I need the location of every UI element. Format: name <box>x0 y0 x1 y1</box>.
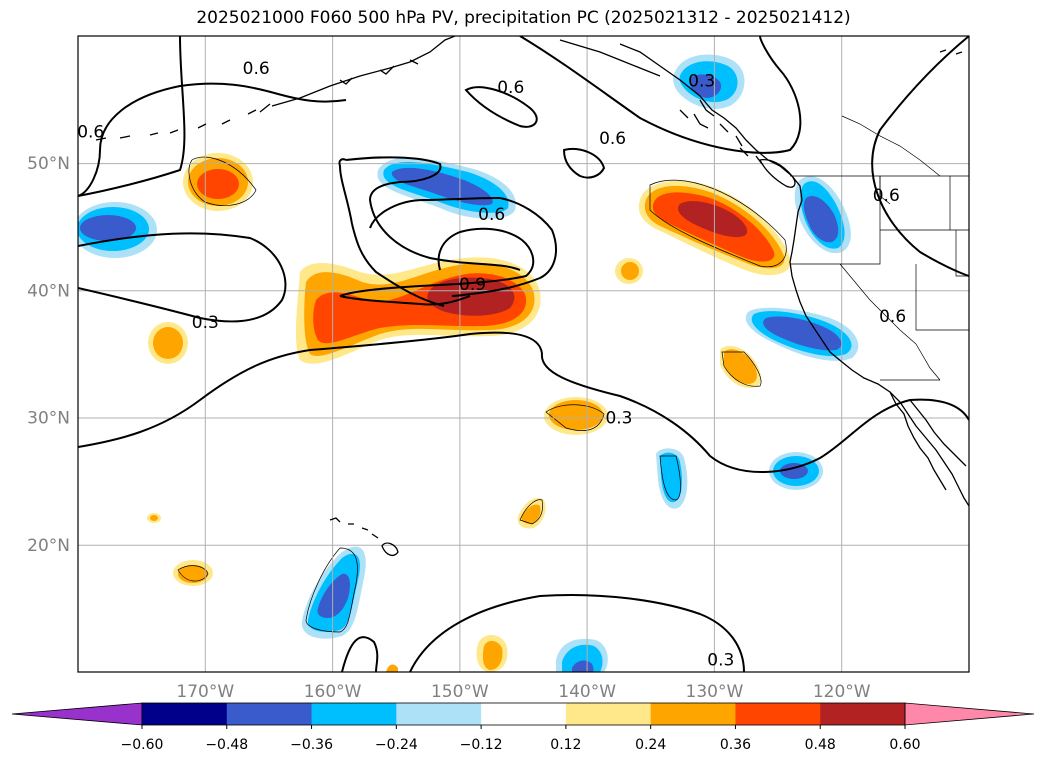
contour-label: 0.6 <box>77 122 104 142</box>
colorbar-segment <box>481 703 567 725</box>
contour-label: 0.9 <box>459 275 486 295</box>
contour-label: 0.3 <box>707 650 734 670</box>
colorbar-segment <box>142 703 228 725</box>
colorbar-tick-label: −0.48 <box>205 737 248 753</box>
precip-area <box>183 153 253 211</box>
colorbar-tick-label: 0.36 <box>720 737 751 753</box>
pv-contours <box>78 36 969 672</box>
colorbar-tick-labels: −0.60 −0.48 −0.36 −0.24 −0.12 0.12 0.24 0.36 0.4… <box>121 725 921 753</box>
chart-title: 2025021000 F060 500 hPa PV, precipitatio… <box>196 8 851 28</box>
contour-label: 0.6 <box>478 205 505 225</box>
colorbar <box>11 702 1035 726</box>
colorbar-tick-label: 0.48 <box>805 737 836 753</box>
precip-area <box>673 54 745 109</box>
precip-area <box>544 397 608 435</box>
colorbar-tick-label: 0.12 <box>550 737 581 753</box>
colorbar-tick-label: −0.24 <box>375 737 418 753</box>
y-tick-label: 50°N <box>27 154 70 174</box>
colorbar-segment <box>396 703 482 725</box>
colorbar-segment <box>735 703 821 725</box>
contour-label: 0.6 <box>873 186 900 206</box>
colorbar-frame <box>141 702 906 726</box>
contour-labels: 0.6 0.6 0.6 0.3 0.6 0.6 0.9 0.3 0.3 0.3 0.6 0.6 <box>77 59 906 670</box>
precip-area <box>173 560 213 586</box>
precipitation-shading <box>78 54 859 672</box>
contour-label: 0.6 <box>599 129 626 149</box>
colorbar-segment <box>820 703 906 725</box>
y-tick-label: 40°N <box>27 281 70 301</box>
precip-area <box>148 322 188 364</box>
contour-label: 0.3 <box>688 72 715 92</box>
plot-frame <box>77 35 970 673</box>
colorbar-segment <box>226 703 313 725</box>
colorbar-extend-high <box>904 702 1035 726</box>
colorbar-tick-label: 0.60 <box>889 737 920 753</box>
precip-area <box>78 202 157 258</box>
precip-area <box>615 258 643 284</box>
contour-label: 0.3 <box>192 313 219 333</box>
precip-area <box>794 176 851 254</box>
y-tick-label: 20°N <box>27 536 70 556</box>
x-tick-label: 120°W <box>813 682 871 702</box>
x-tick-label: 160°W <box>304 682 362 702</box>
precip-area <box>476 635 508 672</box>
colorbar-tick-label: −0.12 <box>460 737 503 753</box>
precip-area <box>745 307 859 361</box>
coastlines <box>95 36 969 557</box>
y-tick-label: 30°N <box>27 409 70 429</box>
precip-outlines <box>177 156 787 633</box>
x-tick-label: 150°W <box>431 682 489 702</box>
colorbar-tick-label: 0.24 <box>635 737 666 753</box>
contour-label: 0.6 <box>879 307 906 327</box>
colorbar-extend-low <box>11 702 143 726</box>
contour-label: 0.3 <box>605 409 632 429</box>
gridlines <box>78 36 969 672</box>
precip-area <box>377 157 516 219</box>
y-tick-labels: 20°N 30°N 40°N 50°N <box>27 154 70 556</box>
x-tick-label: 130°W <box>686 682 744 702</box>
political-borders <box>790 115 969 381</box>
x-tick-label: 140°W <box>558 682 616 702</box>
precip-area <box>386 664 398 672</box>
x-tick-labels: 170°W 160°W 150°W 140°W 130°W 120°W <box>176 682 870 702</box>
contour-label: 0.6 <box>243 59 270 79</box>
colorbar-segment <box>311 703 397 725</box>
precip-area <box>517 497 546 529</box>
colorbar-segment <box>650 703 736 725</box>
colorbar-segment <box>565 703 652 725</box>
precip-area <box>556 638 608 672</box>
x-tick-label: 170°W <box>176 682 234 702</box>
colorbar-tick-label: −0.36 <box>290 737 333 753</box>
precip-area <box>147 513 161 523</box>
precip-area <box>720 345 762 388</box>
colorbar-tick-label: −0.60 <box>121 737 164 753</box>
contour-label: 0.6 <box>497 78 524 98</box>
